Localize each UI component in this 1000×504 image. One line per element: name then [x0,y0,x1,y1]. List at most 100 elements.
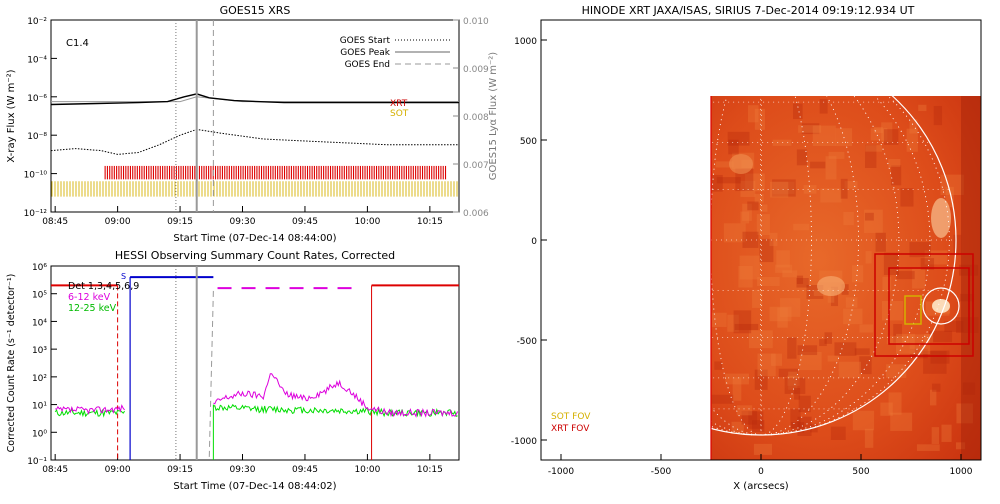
goes-y-tick-label: 10⁻¹⁰ [24,171,48,181]
xrt-texture-patch [830,426,846,441]
xrt-texture-patch [754,369,768,390]
goes-plot-area [51,20,459,212]
xrt-texture-patch [929,330,953,343]
goes-long-channel-line [51,93,459,106]
xrt-texture-patch [835,128,853,147]
xrt-texture-patch [772,179,796,197]
xrt-texture-patch [912,269,926,289]
hessi-x-tick-label: 09:00 [105,465,131,475]
xrt-texture-patch [812,125,836,147]
xrt-texture-patch [771,353,783,366]
legend-goes-end: GOES End [345,60,390,70]
xrt-texture-patch [739,255,760,280]
xrt-texture-patch [881,300,903,321]
xrt-texture-patch [880,402,893,416]
xrt-texture-patch [716,177,741,184]
xrt-texture-patch [742,203,752,221]
xrt-fov-box [888,267,970,345]
xrt-texture-patch [770,181,789,198]
xrt-texture-patch [796,278,809,288]
xrt-texture-patch [735,168,754,192]
hessi-x-tick-label: 08:45 [42,465,68,475]
xrt-texture-patch [714,361,723,370]
xrt-off-limb [961,96,981,460]
hessi-y-tick-label: 10¹ [32,402,47,412]
xrt-texture-patch [792,103,803,120]
xrt-texture-patch [864,209,883,233]
xrt-image-area [565,44,981,460]
xrt-texture-patch [852,410,875,431]
xrt-texture-patch [752,289,763,308]
xrt-longitude-line [710,44,812,436]
xrt-texture-patch [953,234,962,255]
xrt-texture-patch [780,298,801,317]
xrt-texture-patch [824,332,833,344]
xrt-texture-patch [888,158,901,167]
hessi-plot-area [51,266,459,460]
xrt-texture-patch [825,156,837,180]
xrt-texture-patch [944,320,964,332]
xrt-texture-patch [810,161,826,169]
xrt-texture-patch [723,223,746,243]
goes-y-tick-label: 10⁻⁸ [27,132,47,142]
xrt-texture-patch [918,104,927,112]
xrt-texture-patch [845,297,858,308]
goes-y-axis: 10⁻² 10⁻⁴ 10⁻⁶ 10⁻⁸ 10⁻¹⁰ 10⁻¹² [24,17,57,219]
xrt-y-tick-label: -500 [517,337,538,347]
xrt-y-axis: 1000 500 0 -500 -1000 [511,37,547,447]
xrt-x-tick-label: -1000 [548,467,574,477]
xrt-texture-patch [923,351,947,374]
hessi-panel: HESSI Observing Summary Count Rates, Cor… [6,249,460,492]
goes-y2-tick-label: 0.010 [463,17,489,27]
xrt-texture-patch [790,408,801,429]
xrt-texture-patch [793,223,810,231]
xrt-texture-patch [777,307,788,328]
xrt-texture-patch [747,105,759,123]
xrt-texture-patch [788,371,798,390]
hessi-legend-6-12kev: 6-12 keV [68,292,111,303]
xrt-sot-fov-label: SOT FOV [551,412,591,422]
xrt-texture-patch [748,330,773,349]
legend-goes-peak: GOES Peak [340,48,390,58]
hessi-legend-det: Det 1,3,4,5,6,9 [68,281,139,292]
xrt-panel: HINODE XRT JAXA/ISAS, SIRIUS 7-Dec-2014 … [511,4,982,492]
xrt-texture-patch [798,395,811,413]
goes-xrt-label: XRT [390,99,408,109]
xrt-texture-patch [775,264,793,273]
goes-x-label: Start Time (07-Dec-14 08:44:00) [173,233,336,244]
xrt-texture-patch [794,387,801,400]
xrt-texture-patch [859,324,874,333]
xrt-texture-patch [754,108,765,130]
xrt-texture-patch [734,323,759,331]
xrt-x-axis: -1000 -500 0 500 1000 [548,454,973,477]
goes-title: GOES15 XRS [220,4,291,17]
goes-y2-label: GOES15 Lyα Flux (W m⁻²) [488,52,499,180]
xrt-texture-patch [732,377,742,401]
xrt-texture-patch [900,188,914,207]
goes-x-tick-label: 10:00 [354,217,380,227]
goes-y2-tick-label: 0.006 [463,209,489,219]
xrt-flare-kernel [932,299,950,313]
xrt-y-tick-label: -1000 [511,437,537,447]
xrt-texture-patch [772,139,792,146]
goes-flare-class: C1.4 [66,38,89,49]
xrt-texture-patch [834,342,857,356]
hessi-x-tick-label: 09:30 [230,465,256,475]
xrt-texture-patch [929,389,937,406]
hessi-y-axis: 10⁶ 10⁵ 10⁴ 10³ 10² 10¹ 10⁰ 10⁻¹ [27,263,57,467]
xrt-texture-patch [728,139,739,155]
xrt-texture-patch [745,173,765,192]
xrt-fov-box [904,295,922,325]
xrt-texture-patch [769,306,792,322]
xrt-texture-patch [820,188,842,203]
xrt-texture-patch [854,348,870,355]
xrt-texture-patch [784,377,806,394]
xrt-texture-patch [798,125,822,133]
goes-legend: GOES Start GOES Peak GOES End [340,36,450,70]
xrt-x-label: X (arcsecs) [733,481,789,492]
xrt-texture-patch [932,383,941,392]
goes-x-tick-label: 09:15 [167,217,193,227]
xrt-texture-patch [843,211,854,226]
xrt-texture-patch [752,420,765,432]
